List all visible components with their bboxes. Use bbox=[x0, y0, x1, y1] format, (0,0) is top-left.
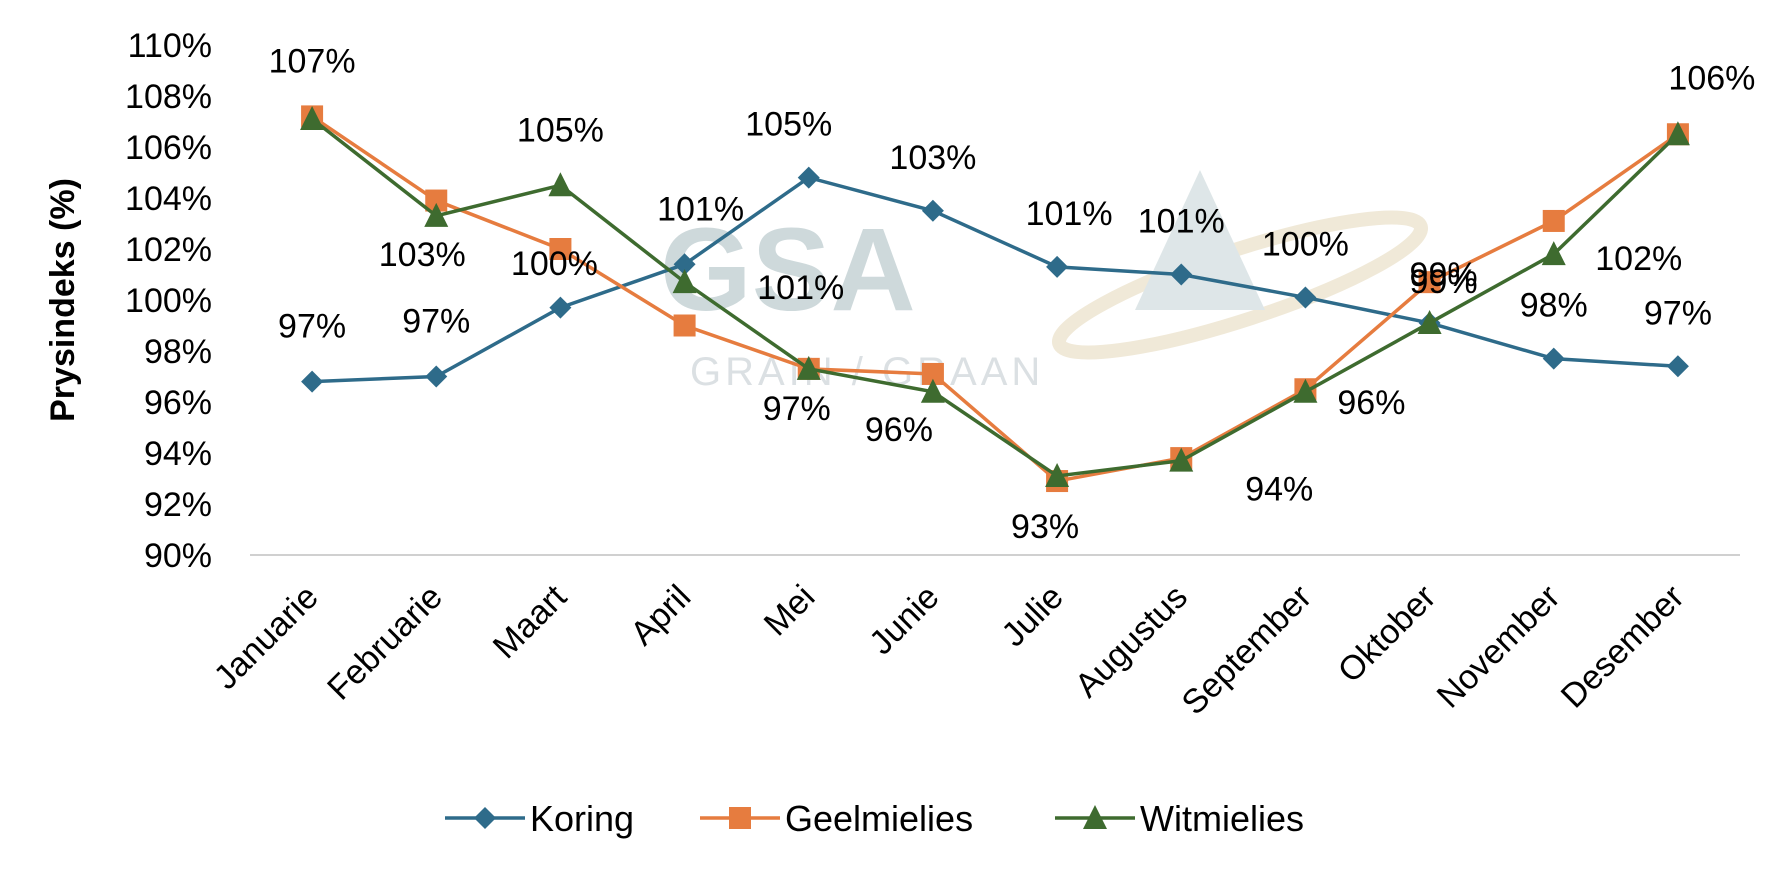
data-labels: 97% 97% 101% 105% 103% 101% 101% 100% 98% 97% 107%… bbox=[269, 42, 1756, 546]
y-axis-ticks: 90% 92% 94% 96% 98% 100% 102% 104% 106% 108% 110% bbox=[125, 27, 212, 575]
y-tick-label: 102% bbox=[125, 231, 212, 269]
data-point-triangle bbox=[1293, 378, 1318, 403]
y-tick-label: 94% bbox=[144, 435, 212, 473]
data-label: 96% bbox=[865, 411, 933, 449]
data-label: 97% bbox=[763, 390, 831, 428]
data-point-diamond bbox=[673, 253, 696, 276]
data-point-diamond bbox=[1046, 255, 1069, 278]
data-label: 101% bbox=[657, 190, 744, 228]
y-tick-label: 92% bbox=[144, 486, 212, 524]
data-point-triangle bbox=[424, 202, 449, 227]
y-tick-label: 100% bbox=[125, 282, 212, 320]
legend-label: Geelmielies bbox=[785, 798, 973, 839]
data-point-square bbox=[673, 314, 696, 337]
data-label: 99% bbox=[1410, 256, 1478, 294]
data-point-triangle bbox=[1169, 447, 1194, 472]
data-label: 97% bbox=[402, 303, 470, 341]
watermark-logo-text: GSA bbox=[660, 204, 916, 336]
data-label: 98% bbox=[1520, 287, 1588, 325]
data-point-diamond bbox=[797, 166, 820, 189]
y-tick-label: 98% bbox=[144, 333, 212, 371]
data-point-triangle bbox=[300, 105, 325, 130]
x-tick-label: September bbox=[1175, 578, 1319, 722]
data-label: 103% bbox=[889, 139, 976, 177]
x-tick-label: Januarie bbox=[207, 578, 326, 697]
data-label: 100% bbox=[511, 245, 598, 283]
data-point-square bbox=[549, 238, 572, 260]
data-label: 102% bbox=[1595, 240, 1682, 278]
data-point-diamond bbox=[301, 370, 324, 393]
series-line bbox=[311, 114, 1679, 483]
data-point-diamond bbox=[921, 199, 944, 222]
watermark-logo: GSA GRAIN / GRAAN bbox=[660, 170, 1429, 394]
data-point-diamond bbox=[1542, 347, 1565, 370]
x-tick-label: Augustus bbox=[1068, 578, 1195, 705]
data-point-diamond bbox=[425, 365, 448, 388]
legend-label: Witmielies bbox=[1140, 798, 1304, 839]
data-point-triangle bbox=[548, 172, 573, 197]
data-label: 107% bbox=[269, 42, 356, 80]
x-tick-label: Desember bbox=[1554, 578, 1692, 716]
y-tick-label: 96% bbox=[144, 384, 212, 422]
x-tick-label: Oktober bbox=[1331, 578, 1443, 690]
y-tick-label: 104% bbox=[125, 180, 212, 218]
data-label: 101% bbox=[757, 269, 844, 307]
data-point-triangle bbox=[672, 269, 697, 294]
data-point-diamond bbox=[1170, 263, 1193, 286]
data-point-triangle bbox=[920, 378, 945, 403]
data-point-triangle bbox=[1083, 805, 1107, 829]
data-point-square bbox=[729, 807, 751, 829]
data-point-diamond bbox=[1666, 355, 1689, 378]
y-tick-label: 110% bbox=[128, 27, 212, 65]
data-label: 105% bbox=[745, 106, 832, 144]
data-point-triangle bbox=[1417, 309, 1442, 334]
data-label: 93% bbox=[1011, 508, 1079, 546]
data-label: 94% bbox=[1245, 471, 1313, 509]
data-label: 100% bbox=[1262, 225, 1349, 263]
data-point-diamond bbox=[1294, 286, 1317, 309]
y-tick-label: 90% bbox=[144, 537, 212, 575]
x-tick-label: Mei bbox=[757, 578, 823, 644]
x-tick-label: Julie bbox=[994, 578, 1070, 654]
legend-label: Koring bbox=[530, 798, 634, 839]
data-label: 101% bbox=[1138, 203, 1225, 241]
data-point-square bbox=[921, 362, 944, 385]
x-tick-label: November bbox=[1430, 578, 1568, 716]
data-label: 96% bbox=[1337, 384, 1405, 422]
data-label: 97% bbox=[278, 308, 346, 346]
data-point-square bbox=[1418, 271, 1441, 294]
x-tick-label: Februarie bbox=[320, 578, 450, 708]
data-point-triangle bbox=[796, 355, 821, 380]
x-tick-label: Junie bbox=[862, 578, 946, 662]
data-point-square bbox=[1542, 209, 1565, 232]
legend: Koring Geelmielies Witmielies bbox=[445, 798, 1304, 839]
data-point-triangle bbox=[1045, 462, 1070, 487]
series-group bbox=[300, 105, 1690, 493]
y-tick-label: 108% bbox=[125, 78, 212, 116]
series-line bbox=[311, 117, 1680, 478]
x-tick-label: April bbox=[623, 578, 698, 653]
data-label: 103% bbox=[379, 236, 466, 274]
data-label: 105% bbox=[517, 111, 604, 149]
data-point-diamond bbox=[474, 807, 496, 829]
y-tick-label: 106% bbox=[125, 129, 212, 167]
data-point-diamond bbox=[549, 296, 572, 319]
series-line bbox=[312, 175, 1679, 384]
data-label: 99% bbox=[1410, 263, 1478, 301]
data-label: 101% bbox=[1026, 195, 1113, 233]
y-axis-title: Prysindeks (%) bbox=[44, 178, 82, 422]
data-point-triangle bbox=[1541, 241, 1566, 266]
data-point-square bbox=[425, 189, 448, 212]
data-point-triangle bbox=[1665, 121, 1690, 146]
x-tick-label: Maart bbox=[486, 577, 575, 666]
data-label: 106% bbox=[1668, 59, 1755, 97]
data-label: 97% bbox=[1644, 294, 1712, 332]
